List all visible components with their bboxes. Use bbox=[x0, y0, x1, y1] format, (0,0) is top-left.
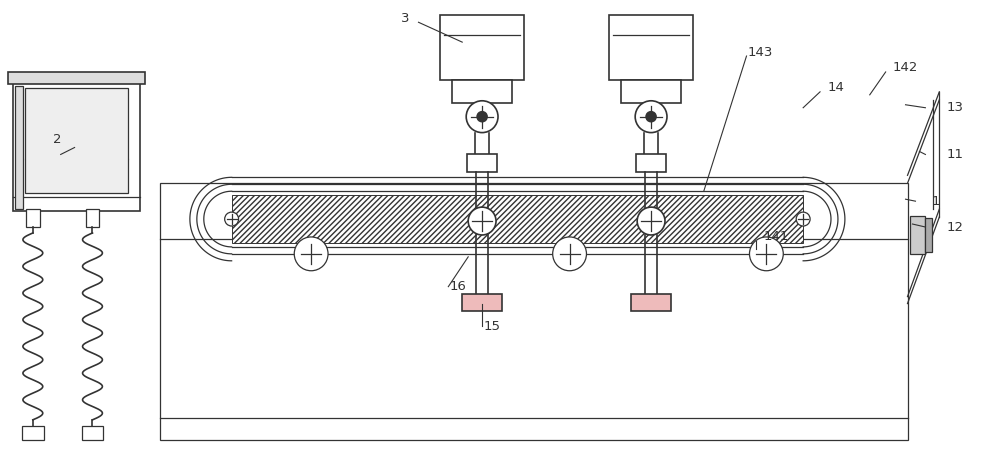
Bar bbox=[609, 15, 693, 80]
Circle shape bbox=[468, 207, 496, 235]
Text: 11: 11 bbox=[947, 148, 964, 161]
Bar bbox=[910, 216, 925, 254]
Bar bbox=[631, 294, 671, 310]
Circle shape bbox=[553, 237, 586, 271]
Text: 13: 13 bbox=[947, 101, 964, 114]
Bar bbox=[467, 155, 497, 172]
Bar bbox=[440, 15, 524, 80]
Circle shape bbox=[294, 237, 328, 271]
Circle shape bbox=[225, 212, 239, 226]
Bar bbox=[13, 74, 140, 211]
Bar bbox=[15, 86, 23, 209]
Text: 3: 3 bbox=[401, 12, 410, 25]
Circle shape bbox=[646, 112, 656, 122]
Text: 2: 2 bbox=[53, 133, 62, 146]
Bar bbox=[25, 88, 128, 193]
Text: 15: 15 bbox=[484, 320, 501, 333]
Circle shape bbox=[637, 207, 665, 235]
Bar bbox=[160, 183, 908, 440]
Text: 12: 12 bbox=[947, 220, 964, 234]
Circle shape bbox=[749, 237, 783, 271]
Bar bbox=[232, 195, 803, 243]
Bar bbox=[26, 209, 40, 227]
Bar bbox=[452, 80, 512, 103]
Circle shape bbox=[477, 112, 487, 122]
Text: 14: 14 bbox=[828, 81, 844, 95]
Circle shape bbox=[635, 101, 667, 133]
Bar bbox=[86, 209, 99, 227]
Bar bbox=[621, 80, 681, 103]
Text: 141: 141 bbox=[764, 230, 789, 243]
Text: 143: 143 bbox=[748, 45, 773, 59]
Bar bbox=[462, 294, 502, 310]
Bar bbox=[925, 218, 932, 252]
Bar bbox=[636, 155, 666, 172]
Bar bbox=[22, 426, 44, 440]
Bar bbox=[8, 72, 145, 84]
Circle shape bbox=[796, 212, 810, 226]
Bar bbox=[82, 426, 103, 440]
Circle shape bbox=[466, 101, 498, 133]
Text: 142: 142 bbox=[893, 62, 918, 74]
Text: 1: 1 bbox=[931, 195, 940, 207]
Text: 16: 16 bbox=[450, 280, 467, 293]
